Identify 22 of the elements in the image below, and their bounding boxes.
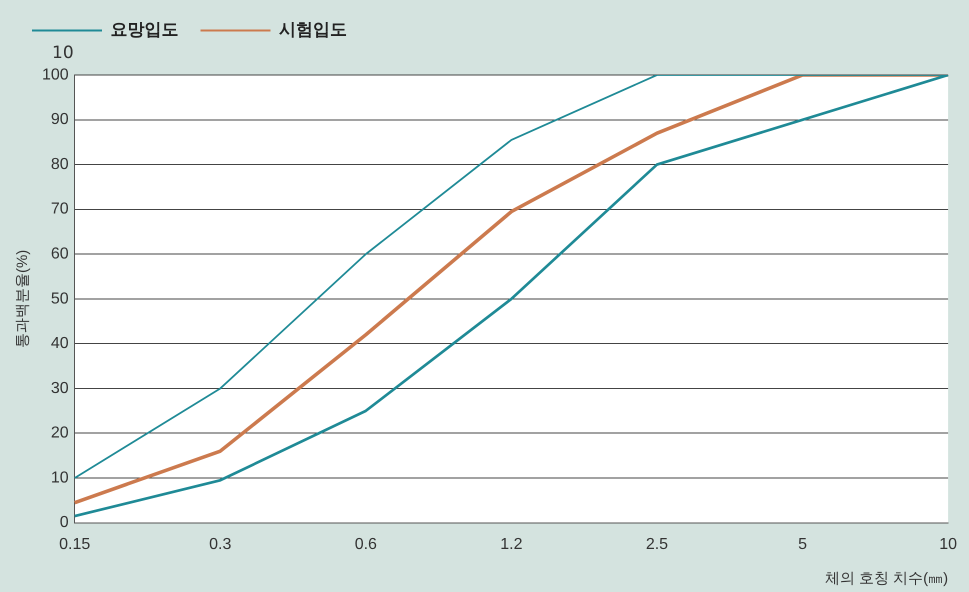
x-tick-label: 5 [798, 536, 808, 553]
x-tick-label: 0.6 [354, 536, 378, 553]
y-tick-label: 40 [50, 335, 69, 352]
y-tick-label: 70 [50, 200, 69, 218]
y-axis-title: 통과백분율(%) [14, 250, 32, 348]
y-tick-label: 80 [50, 156, 69, 173]
y-tick-label: 20 [50, 424, 69, 442]
y-tick-label: 60 [50, 246, 69, 263]
legend-label: 요망입도 [110, 20, 178, 40]
x-tick-label: 1.2 [500, 536, 523, 553]
y-tick-label: 50 [50, 290, 69, 308]
y-tick-label: 30 [50, 380, 69, 397]
y-tick-label: 10 [50, 469, 69, 486]
x-tick-label: 0.3 [209, 536, 232, 553]
y-tick-label: 0 [60, 514, 69, 532]
y-tick-label: 100 [42, 66, 69, 84]
x-tick-label: 2.5 [646, 536, 668, 553]
x-tick-label: 0.15 [59, 536, 90, 553]
x-axis-title: 체의 호칭 치수(㎜) [824, 570, 948, 588]
legend-label: 시험입도 [279, 20, 347, 40]
y-tick-label: 90 [50, 111, 69, 128]
x-tick-label: 10 [939, 536, 958, 553]
